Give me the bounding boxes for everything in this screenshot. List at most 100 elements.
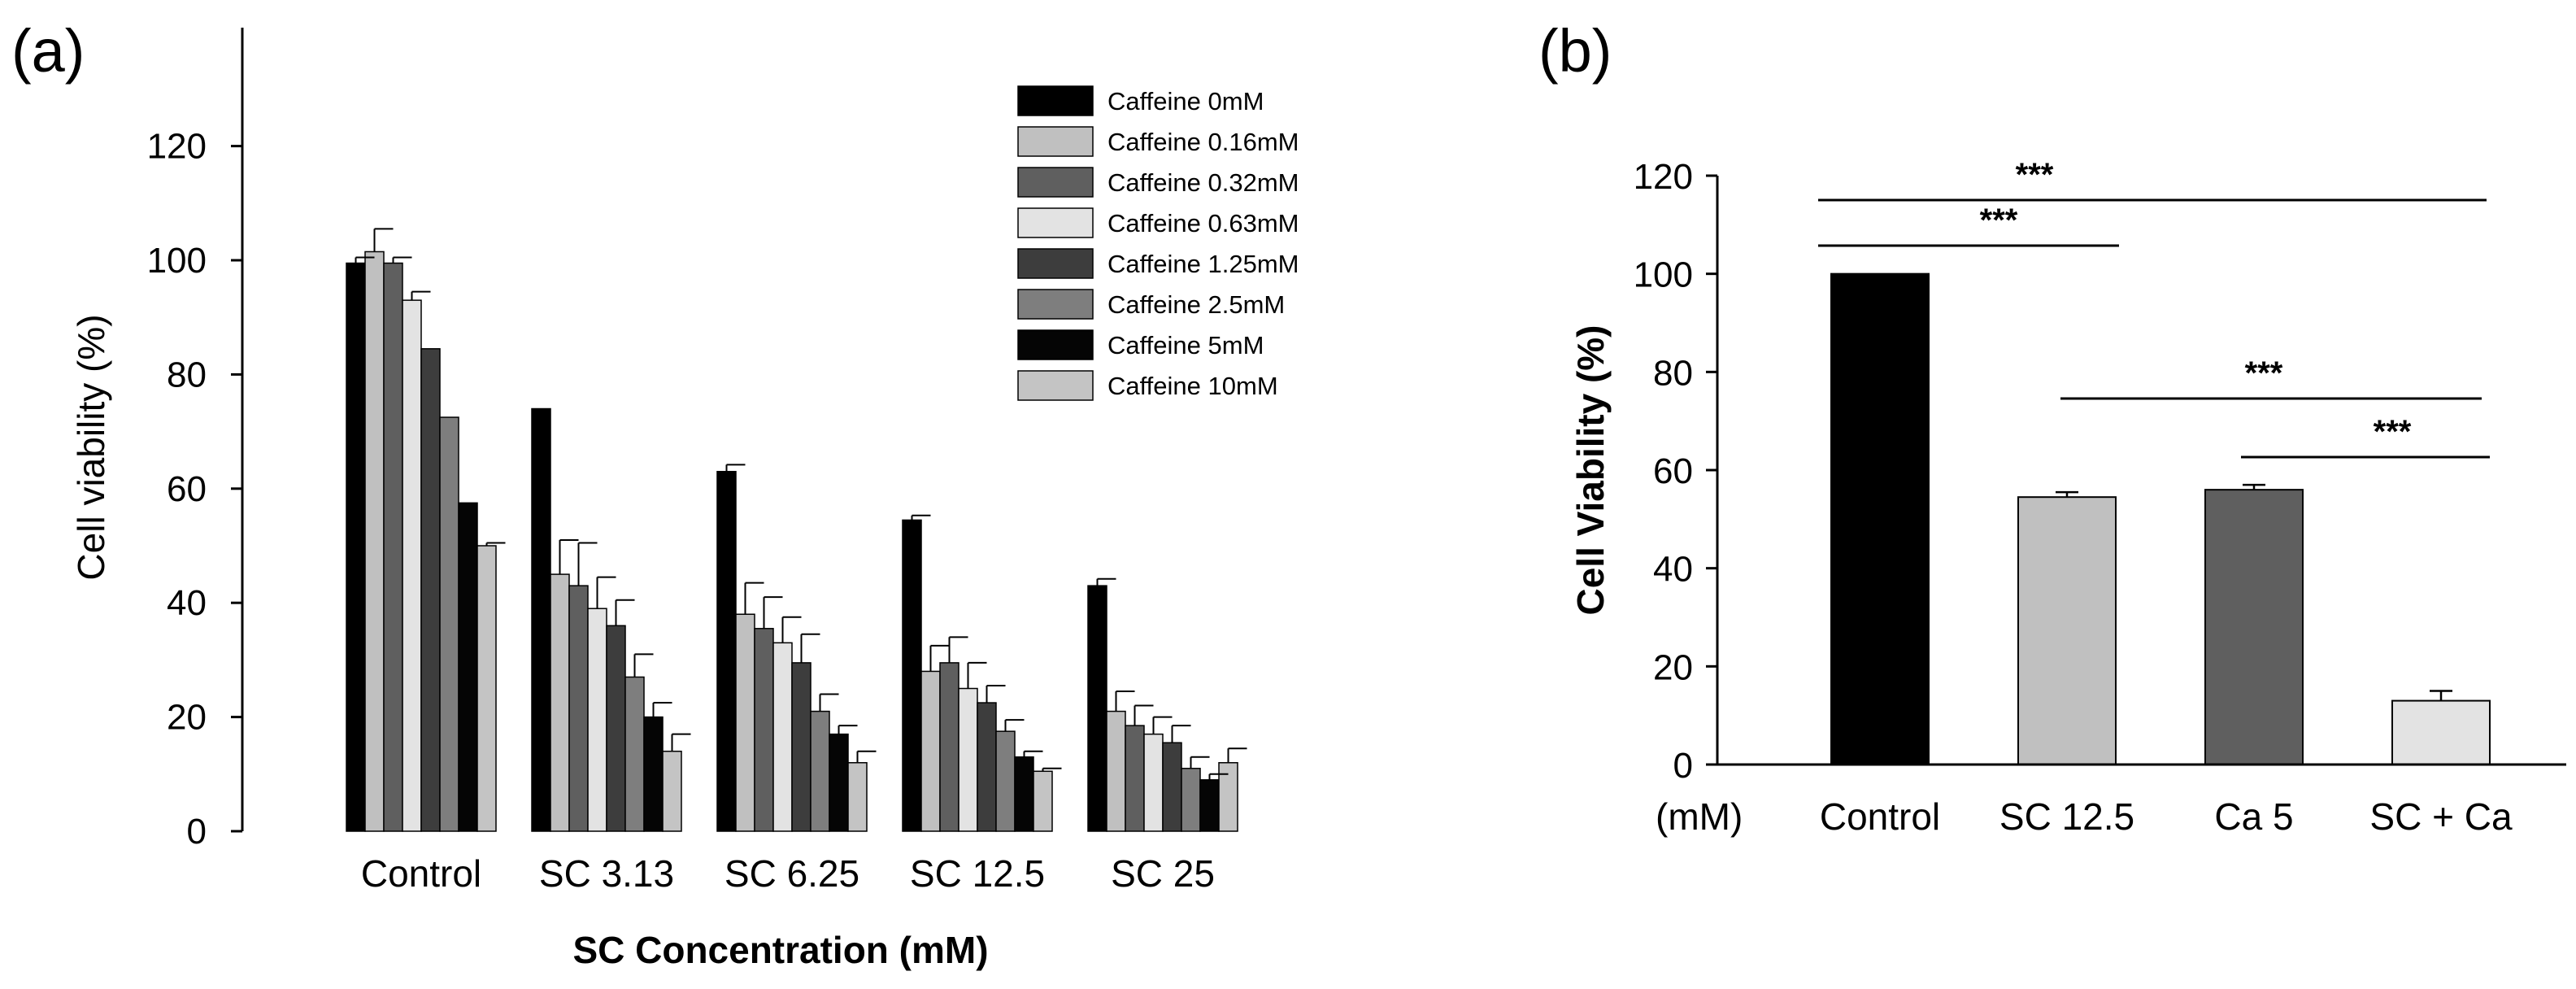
- panel-b-y-tick-label-40: 40: [1653, 550, 1693, 590]
- bar-caffeine-0mm-control: [346, 262, 366, 832]
- panel-a-y-tick-label-120: 120: [147, 127, 207, 167]
- panel-a-y-axis-label: Cell viability (%): [70, 314, 112, 580]
- bar-caffeine-0-16mm-sc-12-5: [920, 670, 941, 832]
- bar-caffeine-5mm-sc-6-25: [829, 733, 849, 832]
- panel-b-category-sc-ca: SC + Ca: [2369, 795, 2513, 838]
- significance-label-sc-12-5-vs-sc-ca: ***: [2245, 355, 2283, 391]
- bar-caffeine-0-32mm-sc-12-5: [939, 662, 959, 832]
- panel-a-y-tick-label-40: 40: [167, 583, 207, 623]
- bar-caffeine-0-32mm-sc-3-13: [568, 585, 589, 832]
- bar-caffeine-0-16mm-sc-6-25: [735, 613, 755, 832]
- bar-caffeine-1-25mm-sc-25: [1162, 742, 1182, 832]
- panel-b-y-tick-label-100: 100: [1634, 255, 1693, 295]
- panel-a-y-tick-label-80: 80: [167, 355, 207, 394]
- panel-a-x-axis-label: SC Concentration (mM): [572, 929, 988, 971]
- panel-b: (b) 0 20 40 60 80 100 120 Control SC 12.5 Ca 5 SC…: [1538, 17, 2566, 838]
- bar-caffeine-1-25mm-sc-3-13: [606, 625, 626, 832]
- panel-b-y-tick-label-60: 60: [1653, 451, 1693, 491]
- bar-caffeine-2-5mm-sc-6-25: [810, 710, 830, 832]
- panel-b-category-labels: Control SC 12.5 Ca 5 SC + Ca: [1820, 795, 2513, 838]
- panel-b-y-tick-label-20: 20: [1653, 647, 1693, 687]
- bar-caffeine-0mm-sc-25: [1087, 585, 1107, 832]
- legend-label-caffeine-1-25mm: Caffeine 1.25mM: [1107, 250, 1299, 278]
- panel-b-significance: *** *** *** ***: [1818, 157, 2490, 459]
- panel-a-label: (a): [11, 17, 85, 85]
- bar-caffeine-10mm-control: [476, 545, 497, 832]
- significance-label-control-vs-sc-12-5: ***: [2016, 157, 2054, 193]
- legend-swatch-caffeine-2-5mm: [1017, 289, 1094, 320]
- legend-label-caffeine-2-5mm: Caffeine 2.5mM: [1107, 290, 1285, 319]
- bar-caffeine-0-63mm-sc-25: [1143, 733, 1164, 832]
- bar-sc-ca: [2391, 699, 2491, 765]
- panel-a-y-tick-label-0: 0: [187, 812, 207, 852]
- panel-a: (a) 0 20 40 60 80 100 120 Control SC 3.13 SC 6.2…: [11, 17, 1299, 971]
- legend-label-caffeine-0-32mm: Caffeine 0.32mM: [1107, 168, 1299, 197]
- legend-swatch-caffeine-0mm: [1017, 85, 1094, 116]
- legend-label-caffeine-0-63mm: Caffeine 0.63mM: [1107, 209, 1299, 237]
- panel-a-legend: Caffeine 0mM Caffeine 0.16mM Caffeine 0.32…: [1017, 85, 1299, 401]
- panel-b-y-axis-label: Cell Viability (%): [1569, 325, 1612, 615]
- bar-caffeine-0-32mm-sc-25: [1125, 725, 1145, 832]
- panel-b-category-ca-5: Ca 5: [2214, 795, 2293, 838]
- bar-caffeine-0mm-sc-3-13: [531, 407, 551, 832]
- legend-swatch-caffeine-1-25mm: [1017, 248, 1094, 279]
- bar-ca-5: [2204, 489, 2304, 766]
- bar-caffeine-5mm-sc-12-5: [1014, 756, 1034, 832]
- significance-label-control-vs-ca-5: ***: [1980, 203, 2018, 238]
- bar-control: [1830, 272, 1930, 765]
- bar-caffeine-2-5mm-sc-12-5: [995, 730, 1016, 832]
- panel-b-category-sc-12-5: SC 12.5: [1999, 795, 2134, 838]
- panel-a-category-sc-3-13: SC 3.13: [539, 852, 674, 895]
- panel-a-y-tick-label-100: 100: [147, 241, 207, 281]
- bar-caffeine-1-25mm-control: [420, 348, 441, 832]
- panel-a-category-control: Control: [361, 852, 481, 895]
- legend-label-caffeine-0-16mm: Caffeine 0.16mM: [1107, 128, 1299, 156]
- legend-swatch-caffeine-0-16mm: [1017, 126, 1094, 157]
- bar-caffeine-10mm-sc-12-5: [1033, 770, 1053, 832]
- panel-a-category-labels: Control SC 3.13 SC 6.25 SC 12.5 SC 25: [361, 852, 1215, 895]
- legend-swatch-caffeine-0-32mm: [1017, 167, 1094, 198]
- bar-caffeine-0-32mm-sc-6-25: [754, 628, 774, 832]
- panel-a-error-bars: [355, 228, 1247, 780]
- panel-b-y-ticks: 0 20 40 60 80 100 120: [1634, 157, 1717, 786]
- bar-caffeine-0-63mm-control: [402, 299, 422, 832]
- bar-caffeine-0-16mm-sc-25: [1106, 710, 1126, 832]
- panel-b-y-tick-label-0: 0: [1673, 746, 1693, 786]
- panel-b-bars: [1830, 272, 2491, 766]
- bar-caffeine-5mm-sc-25: [1199, 779, 1220, 832]
- legend-swatch-caffeine-0-63mm: [1017, 207, 1094, 238]
- legend-swatch-caffeine-5mm: [1017, 329, 1094, 360]
- panel-a-bars: [346, 251, 1238, 832]
- bar-caffeine-5mm-sc-3-13: [643, 716, 664, 832]
- bar-caffeine-0-63mm-sc-6-25: [772, 642, 793, 832]
- panel-b-y-tick-label-120: 120: [1634, 157, 1693, 197]
- bar-caffeine-2-5mm-sc-25: [1181, 768, 1201, 832]
- bar-caffeine-0-16mm-control: [364, 251, 385, 832]
- bar-caffeine-0mm-sc-6-25: [716, 470, 737, 832]
- bar-caffeine-0-63mm-sc-12-5: [958, 687, 978, 832]
- panel-a-category-sc-6-25: SC 6.25: [724, 852, 859, 895]
- bar-caffeine-0-16mm-sc-3-13: [550, 573, 570, 832]
- panel-b-unit-label: (mM): [1656, 795, 1743, 838]
- bar-caffeine-0-63mm-sc-3-13: [587, 608, 607, 832]
- bar-caffeine-10mm-sc-6-25: [847, 762, 868, 832]
- panel-b-category-control: Control: [1820, 795, 1940, 838]
- panel-b-label: (b): [1538, 17, 1612, 85]
- significance-label-ca-5-vs-sc-ca: ***: [2374, 414, 2412, 450]
- bar-caffeine-5mm-control: [458, 502, 478, 832]
- bar-caffeine-0-32mm-control: [383, 262, 403, 832]
- legend-label-caffeine-0mm: Caffeine 0mM: [1107, 87, 1264, 115]
- legend-swatch-caffeine-10mm: [1017, 370, 1094, 401]
- bar-caffeine-10mm-sc-3-13: [662, 750, 682, 832]
- bar-caffeine-2-5mm-control: [439, 416, 459, 832]
- bar-caffeine-10mm-sc-25: [1218, 762, 1238, 832]
- bar-caffeine-2-5mm-sc-3-13: [624, 676, 645, 832]
- bar-caffeine-0mm-sc-12-5: [902, 519, 922, 832]
- bar-caffeine-1-25mm-sc-6-25: [791, 662, 812, 832]
- panel-a-y-tick-label-60: 60: [167, 469, 207, 509]
- panel-a-category-sc-12-5: SC 12.5: [910, 852, 1045, 895]
- panel-a-y-ticks: 0 20 40 60 80 100 120: [147, 127, 242, 852]
- panel-b-y-tick-label-80: 80: [1653, 353, 1693, 393]
- legend-label-caffeine-10mm: Caffeine 10mM: [1107, 372, 1278, 400]
